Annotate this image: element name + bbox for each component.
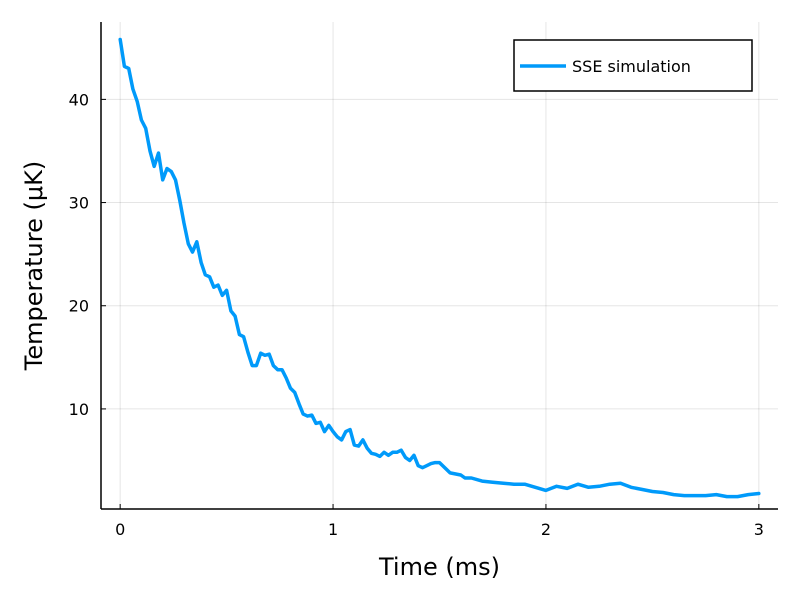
series-lines xyxy=(118,37,761,499)
x-tick-label: 1 xyxy=(328,520,338,539)
tick-labels: 0 1 2 3 10 20 30 40 xyxy=(69,90,764,539)
series-line xyxy=(118,37,761,499)
axes xyxy=(100,22,778,510)
legend-box xyxy=(513,39,753,92)
legend: SSE simulation xyxy=(513,39,753,92)
legend-label: SSE simulation xyxy=(572,57,691,76)
grid xyxy=(101,22,778,509)
y-tick-label: 10 xyxy=(69,400,89,419)
x-tick-label: 3 xyxy=(754,520,764,539)
x-tick-label: 2 xyxy=(541,520,551,539)
y-axis-label: Temperature (μK) xyxy=(20,161,48,371)
y-tick-label: 20 xyxy=(69,297,89,316)
x-axis-label: Time (ms) xyxy=(378,553,500,581)
y-tick-label: 30 xyxy=(69,194,89,213)
y-tick-label: 40 xyxy=(69,90,89,109)
x-tick-label: 0 xyxy=(115,520,125,539)
